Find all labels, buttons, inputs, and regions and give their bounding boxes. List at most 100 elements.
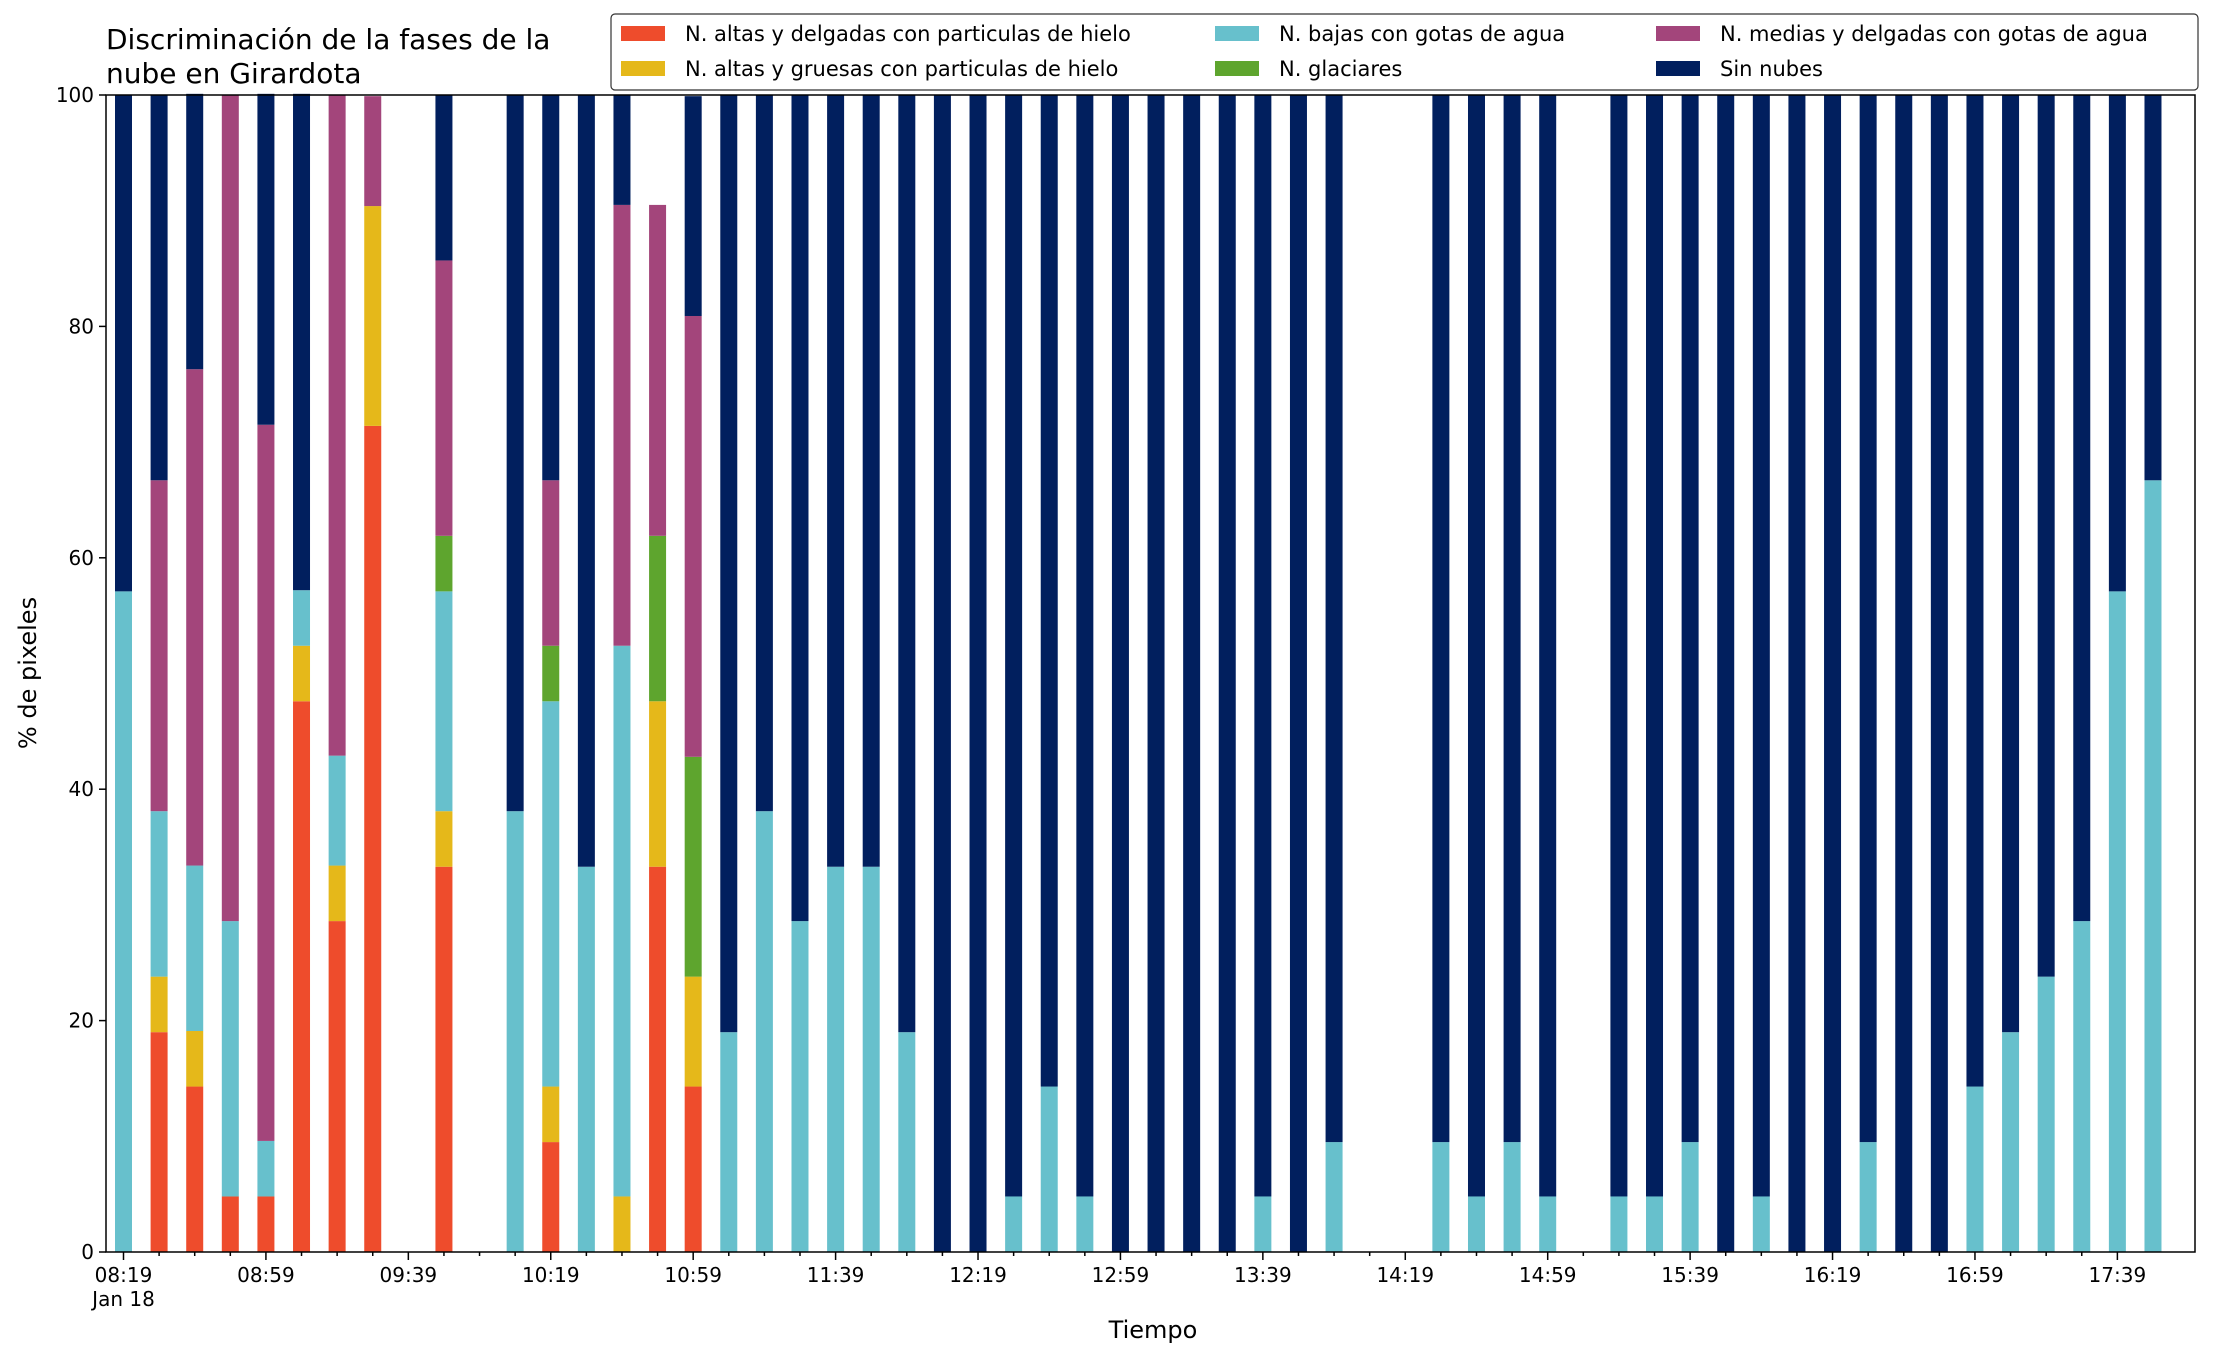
bar-segment	[1503, 95, 1521, 1143]
bar-segment	[1539, 95, 1557, 1197]
bar-segment	[1752, 95, 1770, 1197]
bar-segment	[1503, 1142, 1521, 1252]
bar-segment	[1930, 95, 1948, 1252]
bar-segment	[2108, 95, 2126, 592]
bar-segment	[2073, 921, 2091, 1252]
bar-segment	[150, 480, 168, 812]
bar-segment	[1824, 95, 1842, 1252]
bar-segment	[150, 1032, 168, 1252]
chart-title: Discriminación de la fases de la nube en …	[106, 23, 550, 90]
bar-segment	[1040, 1086, 1058, 1252]
bar-segment	[435, 811, 453, 867]
y-tick-label: 20	[69, 1009, 94, 1033]
bar-segment	[1254, 1196, 1272, 1252]
y-tick-label: 80	[69, 314, 94, 338]
y-tick-label: 0	[81, 1240, 94, 1264]
bar-segment	[1467, 95, 1485, 1197]
x-axis-label: Tiempo	[1108, 1316, 1198, 1344]
bar-segment	[1752, 1196, 1770, 1252]
bar-segment	[684, 976, 702, 1087]
bar-segment	[542, 645, 560, 702]
bar-segment	[2073, 95, 2091, 922]
bar-segment	[969, 95, 987, 1252]
bar-segment	[186, 1086, 204, 1252]
bar-segment	[1005, 95, 1023, 1197]
x-tick-label: 12:19	[949, 1263, 1007, 1287]
y-tick-label: 60	[69, 546, 94, 570]
bar-segment	[1432, 95, 1450, 1143]
x-tick-label: 08:59	[237, 1263, 295, 1287]
bar-segment	[221, 921, 239, 1197]
legend-swatch	[1215, 26, 1259, 41]
bar-segment	[577, 95, 595, 867]
bar-segment	[542, 1142, 560, 1252]
bar-segment	[898, 95, 916, 1033]
bar-segment	[1717, 95, 1735, 1252]
bar-segment	[2037, 95, 2055, 977]
bar-segment	[684, 756, 702, 977]
bar-segment	[364, 96, 382, 207]
bar-segment	[1147, 95, 1165, 1252]
bar-segment	[1183, 95, 1201, 1252]
bar-segment	[613, 204, 631, 646]
y-tick-label: 100	[56, 83, 94, 107]
bar-segment	[435, 260, 453, 536]
bar-segment	[186, 369, 204, 866]
bars-layer	[115, 93, 2162, 1252]
bar-segment	[649, 535, 667, 702]
bar-segment	[293, 701, 311, 1252]
bar-segment	[221, 95, 239, 922]
bar-segment	[613, 645, 631, 1197]
legend-label: N. medias y delgadas con gotas de agua	[1720, 22, 2148, 46]
y-tick-label: 40	[69, 777, 94, 801]
x-tick-label: 14:59	[1519, 1263, 1577, 1287]
bar-segment	[257, 93, 275, 425]
legend-swatch	[1656, 26, 1700, 41]
bar-segment	[862, 95, 880, 867]
bar-segment	[2037, 976, 2055, 1252]
bar-segment	[791, 95, 809, 922]
legend-label: N. altas y gruesas con particulas de hie…	[685, 57, 1118, 81]
bar-segment	[1005, 1196, 1023, 1252]
bar-segment	[827, 95, 845, 867]
x-tick-label: 12:59	[1092, 1263, 1150, 1287]
x-tick-label: 09:39	[380, 1263, 438, 1287]
bar-segment	[542, 701, 560, 1087]
bar-segment	[221, 1196, 239, 1252]
y-axis-label: % de pixeles	[14, 597, 42, 749]
bar-segment	[542, 1086, 560, 1143]
bar-segment	[1788, 95, 1806, 1252]
legend-swatch	[1656, 61, 1700, 76]
bar-segment	[1859, 95, 1877, 1143]
bar-segment	[1111, 95, 1129, 1252]
bar-segment	[364, 206, 382, 426]
bar-segment	[898, 1032, 916, 1252]
bar-segment	[649, 701, 667, 867]
bar-segment	[1966, 95, 1984, 1087]
bar-segment	[542, 480, 560, 646]
bar-segment	[150, 811, 168, 977]
chart-title-line: nube en Girardota	[106, 57, 361, 90]
bar-segment	[684, 1086, 702, 1252]
bar-segment	[1254, 95, 1272, 1197]
chart-title-line: Discriminación de la fases de la	[106, 23, 550, 56]
bar-segment	[613, 95, 631, 205]
bar-segment	[150, 95, 168, 481]
bar-segment	[2144, 95, 2162, 481]
bar-segment	[293, 93, 311, 591]
x-tick-label: 16:19	[1804, 1263, 1862, 1287]
bar-segment	[649, 866, 667, 1252]
bar-segment	[293, 645, 311, 702]
bar-segment	[1432, 1142, 1450, 1252]
bar-segment	[1218, 95, 1236, 1252]
bar-segment	[755, 95, 773, 812]
plot-frame	[105, 94, 2196, 1253]
x-tick-label: 11:39	[807, 1263, 865, 1287]
legend-label: N. bajas con gotas de agua	[1279, 22, 1565, 46]
bar-segment	[1467, 1196, 1485, 1252]
bar-segment	[684, 315, 702, 757]
bar-segment	[1681, 95, 1699, 1143]
bar-segment	[2108, 591, 2126, 1252]
bar-segment	[1539, 1196, 1557, 1252]
bar-segment	[435, 591, 453, 812]
